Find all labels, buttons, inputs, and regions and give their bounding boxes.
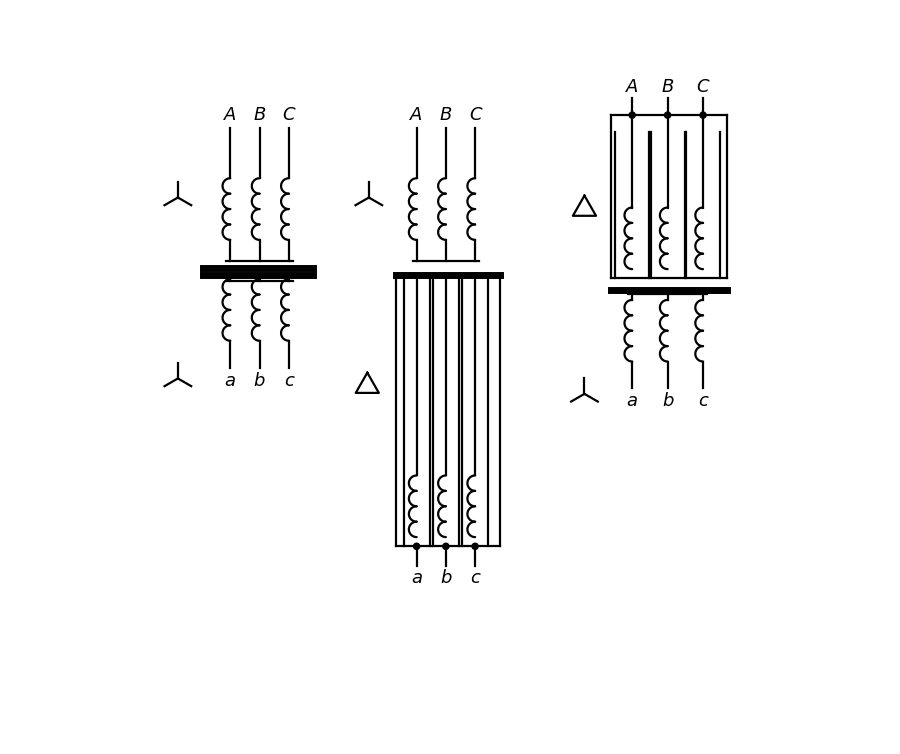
Text: B: B bbox=[440, 106, 452, 124]
Text: c: c bbox=[470, 569, 480, 587]
Text: a: a bbox=[225, 372, 236, 390]
Text: A: A bbox=[626, 78, 638, 96]
Text: C: C bbox=[469, 106, 482, 124]
Circle shape bbox=[629, 112, 635, 118]
Text: b: b bbox=[440, 569, 452, 587]
Circle shape bbox=[700, 112, 706, 118]
Text: A: A bbox=[224, 106, 237, 124]
Text: b: b bbox=[254, 372, 266, 390]
Circle shape bbox=[443, 543, 449, 550]
Text: c: c bbox=[284, 372, 293, 390]
Text: A: A bbox=[410, 106, 423, 124]
Circle shape bbox=[664, 112, 670, 118]
Text: C: C bbox=[283, 106, 295, 124]
Text: C: C bbox=[697, 78, 709, 96]
Text: a: a bbox=[411, 569, 422, 587]
Text: a: a bbox=[626, 392, 638, 410]
Text: B: B bbox=[253, 106, 266, 124]
Circle shape bbox=[413, 543, 419, 550]
Text: B: B bbox=[662, 78, 674, 96]
Text: c: c bbox=[698, 392, 708, 410]
Circle shape bbox=[472, 543, 478, 550]
Text: b: b bbox=[662, 392, 673, 410]
